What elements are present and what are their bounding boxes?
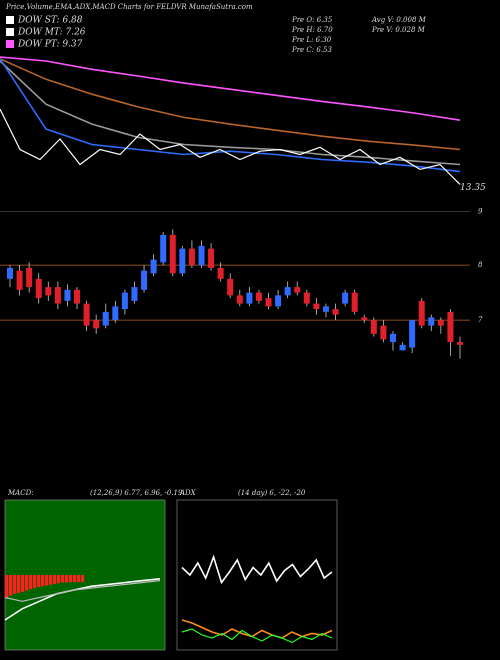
candle-body — [399, 344, 406, 351]
legend-swatch — [6, 16, 14, 24]
candle-body — [7, 267, 13, 279]
legend-label: DOW PT: 9.37 — [17, 40, 83, 50]
candle-body — [265, 298, 272, 307]
histogram-bar — [61, 575, 65, 583]
candle-body — [93, 320, 100, 329]
series-line — [0, 58, 461, 151]
stat: Pre H: 6.70 — [291, 26, 333, 34]
y-tick-label: 9 — [478, 207, 483, 215]
candle-body — [150, 259, 157, 274]
candle-body — [74, 289, 81, 304]
histogram-bar — [53, 575, 57, 584]
candle-body — [255, 292, 262, 301]
panel-title: ADX — [179, 489, 197, 497]
panel-params: (12,26,9) 6.77, 6.96, -0.19 — [90, 489, 183, 497]
legend-label: DOW ST: 6.88 — [17, 16, 83, 26]
histogram-bar — [49, 575, 53, 585]
candle-body — [54, 287, 61, 304]
stat: Pre L: 6.30 — [291, 36, 332, 44]
candle-body — [160, 234, 167, 263]
candle-body — [332, 309, 339, 315]
histogram-bar — [37, 575, 41, 587]
candle-body — [217, 267, 224, 279]
series-line — [0, 108, 461, 185]
histogram-bar — [13, 575, 17, 594]
panel-params: (14 day) 6, -22, -20 — [238, 489, 306, 497]
candle-body — [141, 270, 148, 290]
series-line — [0, 56, 461, 121]
last-price: 13.35 — [460, 183, 486, 193]
y-tick-label: 7 — [478, 316, 483, 324]
candle-body — [457, 342, 463, 345]
legend-swatch — [6, 40, 14, 48]
candle-body — [246, 292, 253, 304]
candle-body — [26, 267, 33, 288]
candle-body — [64, 289, 71, 301]
candle-body — [169, 234, 176, 274]
panel-title: MACD: — [7, 489, 34, 497]
candle-body — [428, 317, 435, 326]
series-line — [4, 578, 161, 621]
histogram-bar — [29, 575, 33, 590]
candle-body — [227, 278, 234, 296]
candle-body — [188, 248, 195, 266]
candle-body — [208, 248, 215, 268]
histogram-bar — [21, 575, 25, 592]
candle-body — [83, 303, 90, 326]
stat: Avg V: 0.008 M — [371, 16, 427, 24]
candle-body — [294, 287, 301, 293]
candle-body — [322, 306, 329, 312]
candle-body — [389, 333, 396, 343]
candle-body — [179, 248, 186, 274]
candle-body — [342, 292, 349, 304]
candle-body — [380, 325, 387, 340]
candle-body — [313, 303, 320, 310]
series-line — [0, 60, 461, 166]
candle-body — [16, 270, 23, 290]
histogram-bar — [77, 575, 81, 583]
legend-label: DOW MT: 7.26 — [17, 28, 86, 38]
candle-body — [112, 306, 119, 321]
candle-body — [102, 311, 109, 326]
series-line — [4, 580, 161, 602]
legend-swatch — [6, 28, 14, 36]
series-line — [181, 628, 333, 644]
candle-body — [131, 287, 138, 301]
candle-body — [418, 300, 425, 326]
candle-body — [437, 320, 444, 326]
histogram-bar — [5, 575, 9, 598]
stat: Pre V: 0.028 M — [371, 26, 426, 34]
stat: Pre C: 6.53 — [291, 46, 332, 54]
histogram-bar — [25, 575, 29, 591]
candle-body — [361, 317, 368, 321]
histogram-bar — [57, 575, 61, 584]
candle-body — [236, 295, 243, 304]
histogram-bar — [41, 575, 45, 587]
candle-body — [121, 292, 128, 310]
candle-body — [198, 245, 205, 266]
series-line — [181, 554, 333, 585]
candle-body — [275, 295, 282, 307]
page-title: Price,Volume,EMA,ADX,MACD Charts for FEL… — [5, 3, 253, 11]
candle-body — [409, 320, 416, 348]
candle-body — [370, 320, 377, 334]
candle-body — [447, 311, 454, 343]
histogram-bar — [69, 575, 73, 583]
series-line — [181, 619, 333, 639]
candle-body — [45, 287, 52, 296]
histogram-bar — [73, 575, 77, 583]
histogram-bar — [33, 575, 37, 589]
histogram-bar — [17, 575, 21, 593]
candle-body — [303, 292, 310, 304]
candle-body — [35, 278, 42, 299]
histogram-bar — [45, 575, 49, 586]
y-tick-label: 8 — [478, 261, 483, 269]
histogram-bar — [65, 575, 69, 583]
candle-body — [351, 292, 358, 312]
histogram-bar — [81, 575, 85, 583]
candle-body — [284, 287, 291, 296]
stat: Pre O: 6.35 — [291, 16, 333, 24]
histogram-bar — [9, 575, 13, 596]
